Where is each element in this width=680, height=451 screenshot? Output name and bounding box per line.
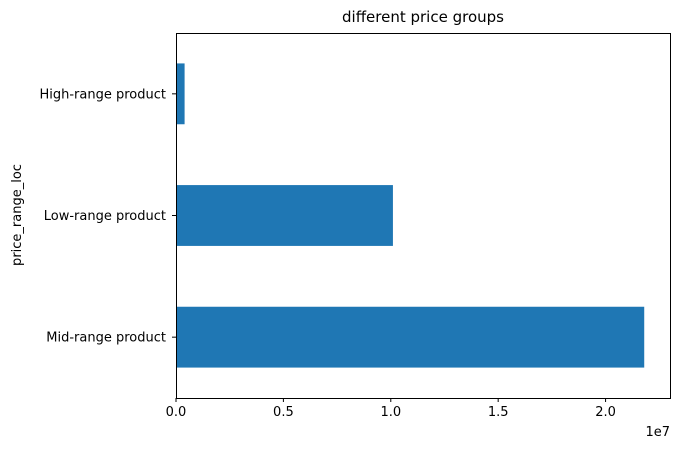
bar-low-range-product	[176, 185, 393, 246]
x-tick-label: 0.0	[166, 405, 187, 420]
y-tick-label: High-range product	[39, 87, 166, 102]
x-axis-offset-label: 1e7	[645, 425, 670, 440]
chart-title: different price groups	[342, 8, 504, 26]
x-tick-label: 2.0	[595, 405, 616, 420]
x-tick-label: 0.5	[273, 405, 294, 420]
plot-frame	[176, 33, 671, 399]
y-ticks-group: Mid-range product Low-range product High-r…	[39, 87, 176, 346]
y-tick-label: Low-range product	[44, 209, 166, 224]
y-axis-label: price_range_loc	[10, 164, 25, 266]
bar-high-range-product	[176, 63, 185, 125]
y-tick-label: Mid-range product	[46, 331, 166, 346]
x-tick-label: 1.0	[380, 405, 401, 420]
x-tick-label: 1.5	[488, 405, 509, 420]
bars-group	[176, 63, 645, 368]
bar-mid-range-product	[176, 306, 645, 368]
x-ticks-group: 0.0 0.5 1.0 1.5 2.0	[166, 398, 616, 420]
